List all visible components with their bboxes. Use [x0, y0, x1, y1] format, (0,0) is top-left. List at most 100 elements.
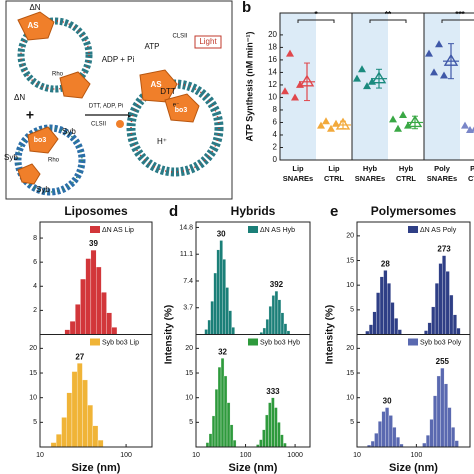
histogram-bar: [436, 375, 441, 448]
legend-label: Syb bo3 Hyb: [260, 339, 300, 346]
data-point: [353, 74, 361, 82]
schematic-label: bo3: [34, 137, 47, 144]
legend-label: Syb bo3 Lip: [102, 339, 139, 346]
mean-marker: [299, 74, 315, 87]
shade: [352, 13, 388, 160]
significance-label: *: [314, 10, 318, 19]
histogram-bar: [222, 259, 226, 335]
histogram-bar: [377, 421, 382, 448]
histogram-bar: [388, 415, 393, 448]
y-tick-label: 10: [346, 395, 354, 402]
histogram-bar: [452, 314, 457, 335]
legend-swatch: [408, 338, 418, 346]
histogram-bar: [82, 379, 88, 448]
significance-bracket: [297, 19, 335, 23]
histogram-bar: [95, 266, 102, 335]
histogram-bar: [80, 278, 86, 335]
x-tick-label: 100: [120, 452, 132, 459]
histogram-bar: [208, 433, 213, 448]
data-point: [358, 65, 366, 73]
x-tick-label: 100: [411, 452, 423, 459]
histogram-bar: [55, 434, 62, 448]
schematic-label: ATP: [145, 42, 160, 51]
y-tick-label: 3.7: [183, 305, 193, 312]
peak-label: 30: [383, 397, 392, 406]
x-tick-label: 10: [192, 452, 200, 459]
data-point: [461, 121, 469, 129]
histogram-bar: [50, 442, 57, 448]
histogram-bar: [442, 255, 447, 335]
histogram-bar: [447, 407, 452, 448]
histogram-bar: [274, 407, 278, 448]
y-tick-label: 10: [185, 395, 193, 402]
peak-label: 32: [218, 347, 227, 356]
x-tick-label: 10: [353, 452, 361, 459]
legend-label: ΔN AS Lip: [102, 227, 134, 234]
histogram-bar: [268, 306, 273, 335]
mean-marker: [335, 117, 351, 130]
histogram-bar: [87, 404, 93, 448]
histogram-bar: [265, 319, 270, 335]
x-tick-label: CTRL: [324, 174, 344, 183]
y-tick-label: 16: [268, 55, 277, 64]
x-tick-label: CTRL: [468, 174, 474, 183]
histogram-bar: [226, 402, 231, 448]
peak-label: 39: [89, 239, 98, 248]
histogram-bar: [262, 429, 266, 448]
histogram-bar: [372, 311, 377, 335]
chart-title: Polymersomes: [371, 204, 457, 218]
histogram-bar: [111, 327, 118, 335]
shade: [424, 13, 460, 160]
data-point: [363, 82, 371, 90]
histogram-bar: [277, 422, 281, 448]
data-point: [286, 49, 294, 57]
data-point: [440, 71, 448, 79]
histogram-bar: [85, 258, 92, 335]
significance-bracket: [441, 19, 474, 23]
histogram-bar: [262, 327, 267, 335]
histogram-bar: [392, 427, 397, 448]
histogram-bar: [429, 419, 434, 448]
histogram-bar: [383, 270, 388, 335]
histogram-bar: [433, 395, 438, 448]
data-point: [471, 126, 474, 132]
y-tick-label: 15: [29, 370, 37, 377]
x-tick-label: Poly: [470, 164, 474, 173]
y-tick-label: 12: [268, 80, 277, 89]
x-axis-label: Size (nm): [72, 462, 121, 474]
peak-label: 30: [217, 230, 226, 239]
vesicle-dots: [17, 127, 83, 193]
schematic-label: AS: [27, 21, 39, 30]
schematic-label: CLSII: [172, 34, 187, 40]
histogram-bar: [228, 310, 232, 335]
y-tick-label: 14.8: [179, 224, 193, 231]
peak-label: 27: [75, 352, 84, 361]
histogram-bar: [204, 329, 208, 335]
panel-label: e: [330, 203, 338, 220]
x-tick-label: SNAREs: [355, 174, 385, 183]
y-axis-label: Intensity (%): [164, 305, 175, 364]
histogram-bar: [280, 312, 285, 335]
histogram-bar: [265, 414, 269, 448]
histogram-bar: [231, 327, 235, 335]
legend-label: ΔN AS Poly: [420, 227, 457, 234]
histogram-bar: [106, 312, 112, 335]
schematic-label: Rho: [48, 158, 60, 164]
plot-frame: [39, 334, 153, 448]
schematic-label: Syb: [36, 185, 50, 194]
x-tick-label: 1000: [287, 452, 303, 459]
histogram-bar: [219, 240, 223, 335]
histogram-bar: [210, 301, 214, 335]
histogram-bar: [368, 324, 373, 335]
y-tick-label: 6: [33, 259, 37, 266]
histogram-bar: [422, 442, 427, 448]
protein: [164, 93, 200, 123]
histogram-bar: [374, 433, 379, 448]
data-point: [399, 110, 407, 118]
legend-swatch: [248, 338, 258, 346]
y-tick-label: 5: [33, 419, 37, 426]
protein: [17, 163, 41, 185]
y-tick-label: 7.4: [183, 278, 193, 285]
mean-marker: [407, 115, 423, 128]
histogram-bar: [274, 290, 279, 335]
